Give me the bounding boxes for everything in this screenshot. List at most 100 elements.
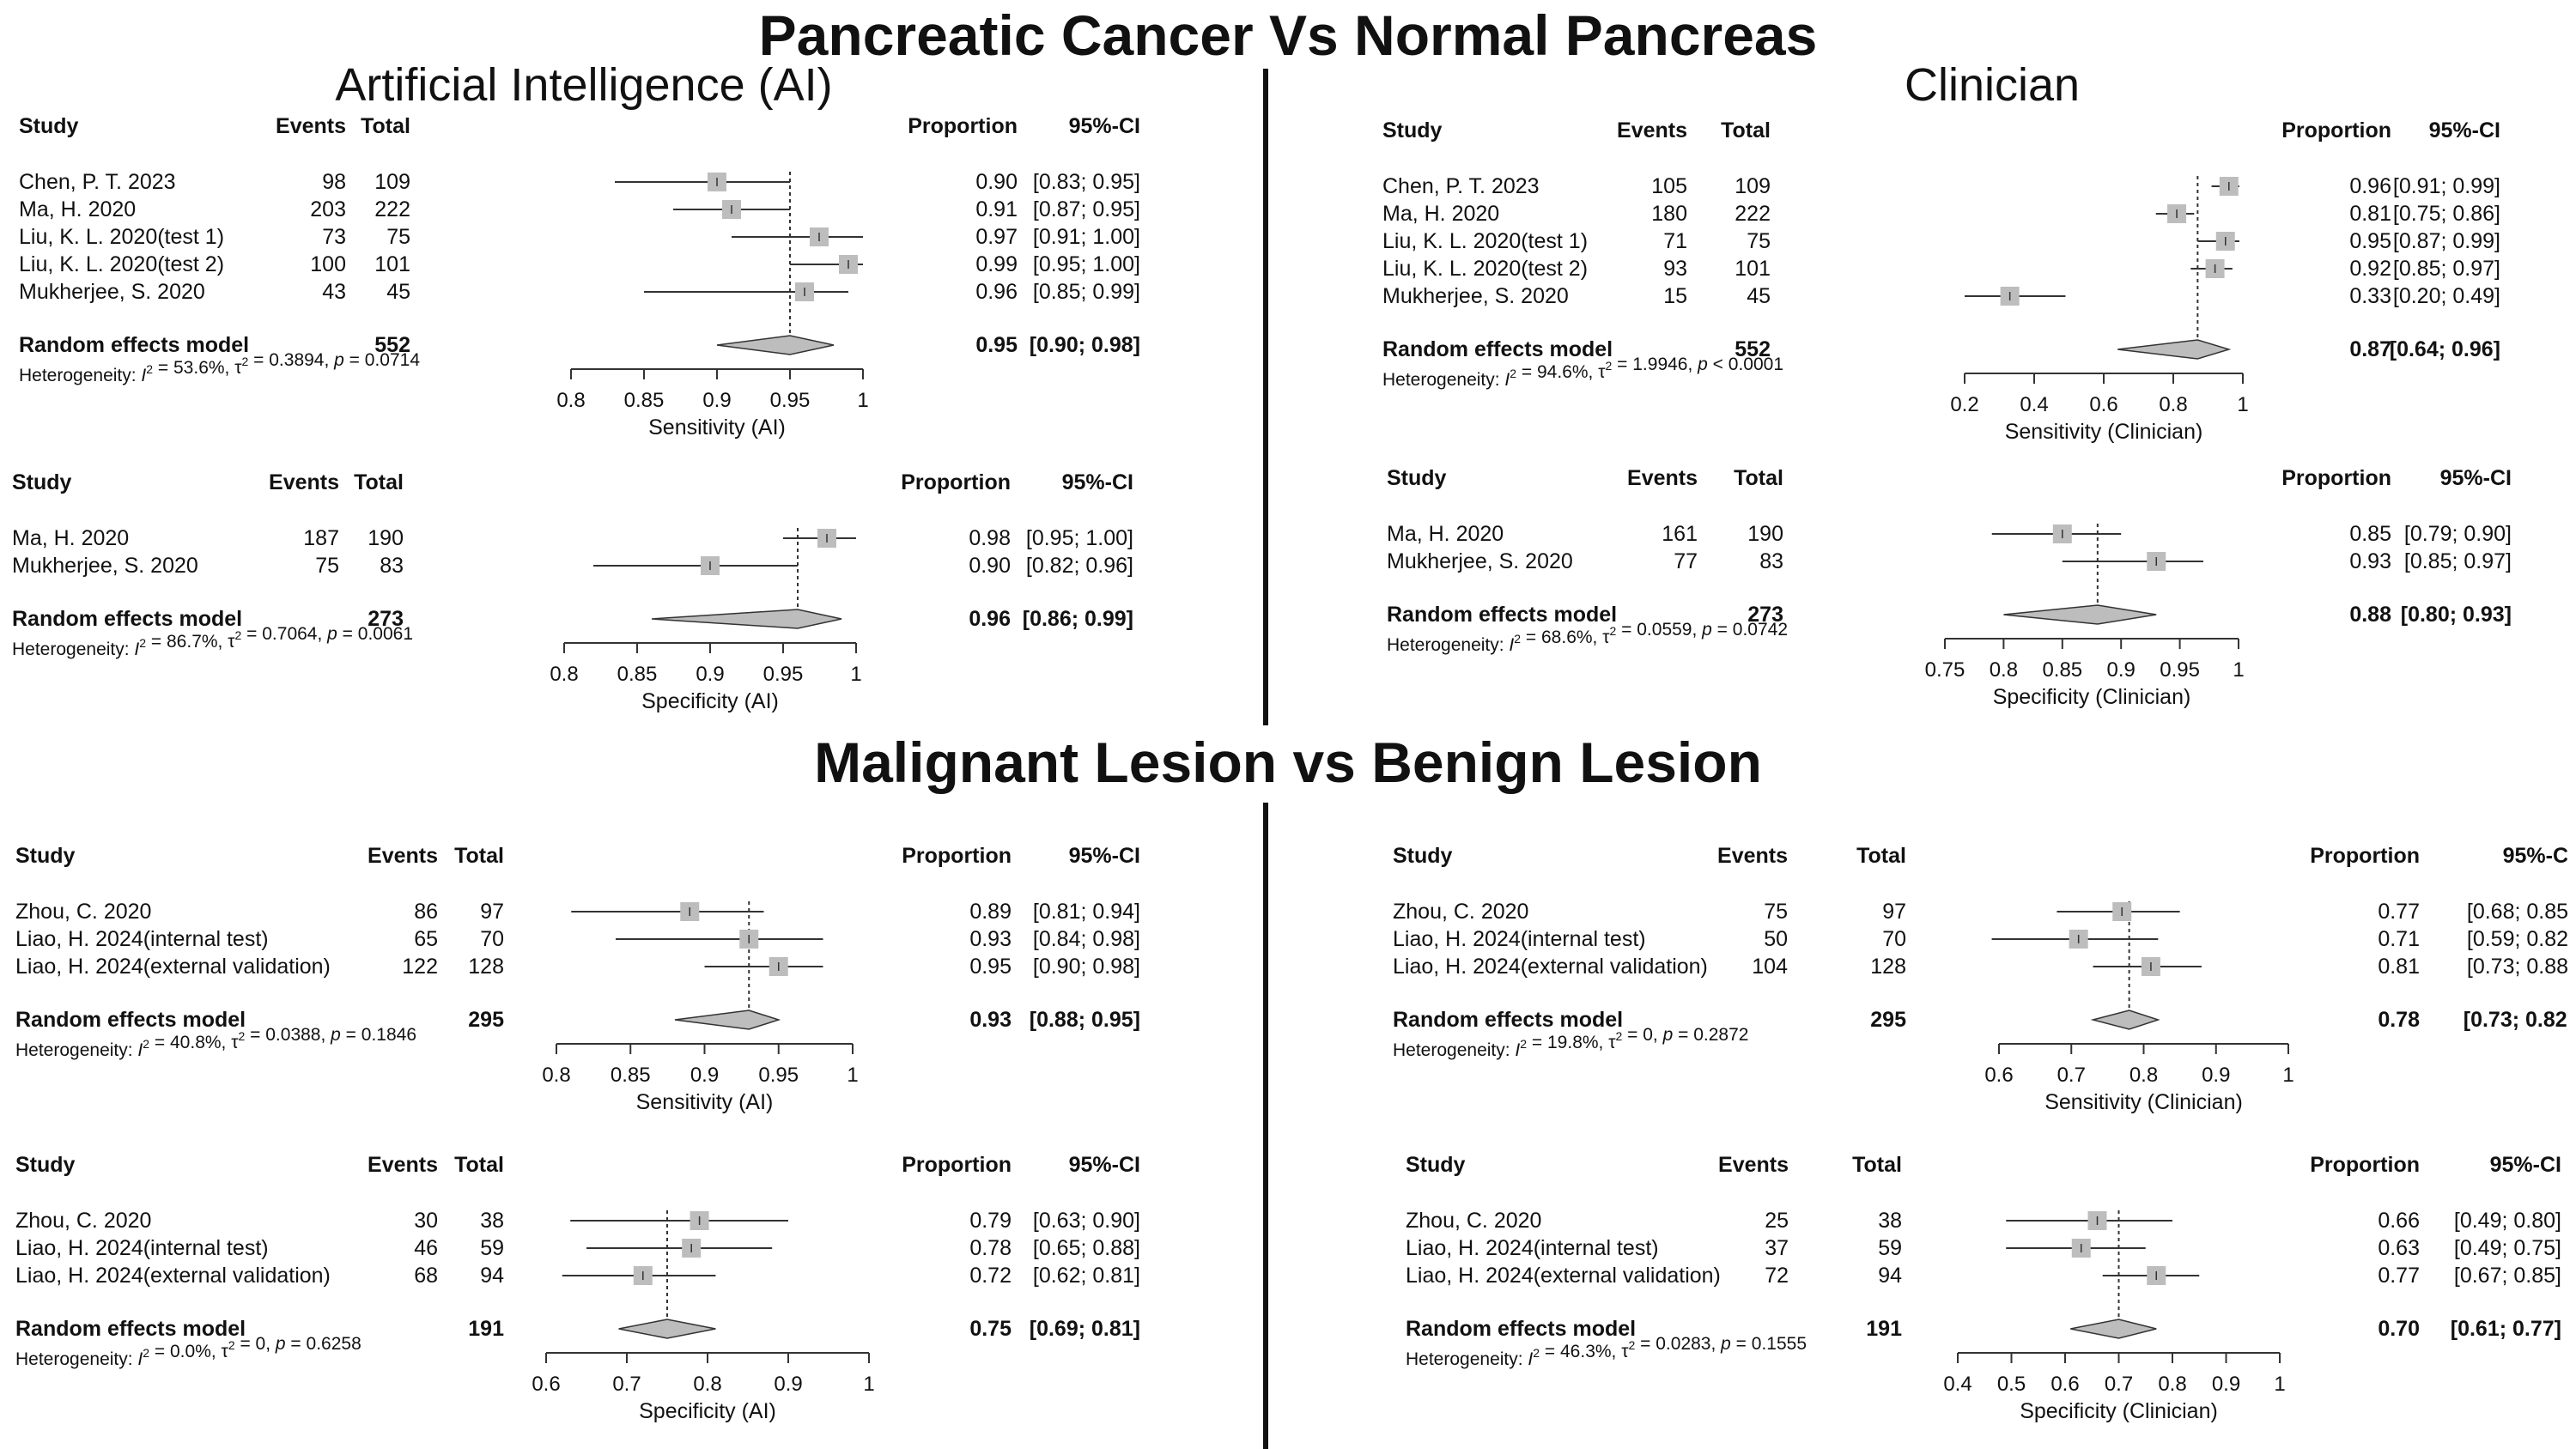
forest-plot-svg: Study Events Total Proportion 95%-CI Chen, P.… [19,114,1140,440]
x-tick-label: 0.7 [612,1373,641,1396]
study-events: 122 [402,955,438,979]
x-tick-label: 0.4 [2020,393,2048,416]
header-total: Total [1734,466,1783,490]
study-events: 30 [414,1209,438,1233]
header-events: Events [1717,844,1788,868]
study-total: 222 [1735,202,1771,226]
study-label: Zhou, C. 2020 [15,1209,151,1233]
pooled-ci: [0.64; 0.96] [2390,337,2500,361]
study-events: 161 [1662,522,1698,546]
x-tick-label: 0.8 [2159,393,2187,416]
study-total: 45 [1747,284,1771,308]
study-ci: [0.85; 0.97] [2393,257,2500,281]
heterogeneity-text: Heterogeneity: I2 = 46.3%, τ2 = 0.0283, … [1406,1334,1807,1369]
study-ci: [0.85; 0.99] [1033,280,1140,304]
study-proportion: 0.77 [2378,1264,2420,1288]
pooled-diamond [2117,339,2232,360]
x-tick-label: 1 [2274,1373,2285,1396]
x-tick-label: 0.2 [1950,393,1978,416]
study-ci: [0.68; 0.85] [2467,900,2567,924]
header-ci: 95%-CI [1069,844,1140,868]
header-ci: 95%-CI [2503,844,2567,868]
header-proportion: Proportion [908,114,1018,138]
x-tick-label: 0.4 [1943,1373,1971,1396]
study-events: 72 [1765,1264,1789,1288]
study-total: 97 [1882,900,1906,924]
study-events: 93 [1663,257,1687,281]
study-total: 70 [480,927,504,951]
pooled-proportion: 0.96 [969,607,1011,631]
study-label: Ma, H. 2020 [1387,522,1504,546]
study-label: Liu, K. L. 2020(test 1) [1382,229,1588,253]
study-total: 128 [468,955,504,979]
x-tick-label: 1 [847,1064,858,1087]
x-tick-label: 1 [2233,658,2244,682]
x-tick-label: 0.75 [1925,658,1965,682]
study-ci: [0.62; 0.81] [1033,1264,1140,1288]
study-events: 75 [315,554,339,578]
forest-panel-ml-cl-sens: Study Events Total Proportion 95%-CI Zhou, C.… [1382,837,2567,1130]
study-proportion: 0.96 [2349,174,2391,198]
heterogeneity-text: Heterogeneity: I2 = 19.8%, τ2 = 0, p = 0… [1393,1025,1748,1060]
study-label: Mukherjee, S. 2020 [19,280,205,304]
forest-plot-svg: Study Events Total Proportion 95%-CI Zhou, C.… [1393,844,2567,1114]
x-tick-label: 0.8 [2129,1064,2158,1087]
pooled-diamond [716,335,835,355]
study-label: Liao, H. 2024(internal test) [1406,1236,1659,1260]
study-events: 65 [414,927,438,951]
x-tick-label: 1 [863,1373,874,1396]
x-tick-label: 0.6 [2050,1373,2079,1396]
study-ci: [0.95; 1.00] [1033,252,1140,276]
pooled-proportion: 0.87 [2349,337,2391,361]
study-label: Liao, H. 2024(external validation) [1393,955,1708,979]
study-total: 70 [1882,927,1906,951]
study-proportion: 0.93 [969,927,1012,951]
study-label: Liao, H. 2024(internal test) [1393,927,1646,951]
study-proportion: 0.91 [975,197,1018,221]
study-events: 15 [1663,284,1687,308]
x-tick-label: 1 [2282,1064,2293,1087]
pooled-total: 273 [1747,603,1783,627]
study-label: Mukherjee, S. 2020 [1387,549,1573,573]
study-ci: [0.87; 0.95] [1033,197,1140,221]
study-ci: [0.81; 0.94] [1033,900,1140,924]
pooled-ci: [0.88; 0.95] [1030,1008,1140,1032]
pooled-total: 552 [1735,337,1771,361]
pooled-ci: [0.73; 0.82] [2464,1008,2567,1032]
study-proportion: 0.85 [2349,522,2391,546]
study-proportion: 0.89 [969,900,1012,924]
pooled-diamond [2090,1009,2160,1030]
forest-panel-pc-ai-sens: Study Events Total Proportion 95%-CI Chen, P.… [0,107,1202,455]
study-ci: [0.49; 0.75] [2454,1236,2561,1260]
header-events: Events [276,114,346,138]
study-events: 50 [1764,927,1788,951]
study-label: Liao, H. 2024(internal test) [15,927,269,951]
study-ci: [0.63; 0.90] [1033,1209,1140,1233]
x-tick-label: 0.7 [2057,1064,2086,1087]
study-proportion: 0.66 [2378,1209,2420,1233]
study-proportion: 0.98 [969,526,1011,550]
study-label: Liao, H. 2024(external validation) [15,955,331,979]
study-total: 222 [374,197,410,221]
study-label: Liu, K. L. 2020(test 1) [19,225,224,249]
pooled-proportion: 0.93 [969,1008,1012,1032]
heterogeneity-text: Heterogeneity: I2 = 86.7%, τ2 = 0.7064, … [12,624,413,659]
x-tick-label: 0.6 [1984,1064,2013,1087]
header-events: Events [368,1153,438,1177]
pooled-total: 552 [374,333,410,357]
pooled-ci: [0.80; 0.93] [2401,603,2512,627]
study-label: Mukherjee, S. 2020 [12,554,198,578]
study-total: 83 [1759,549,1783,573]
pooled-diamond [674,1009,781,1030]
study-label: Ma, H. 2020 [12,526,129,550]
header-proportion: Proportion [2310,1153,2420,1177]
section-title-pancreatic: Pancreatic Cancer Vs Normal Pancreas [758,3,1818,67]
header-study: Study [1387,466,1447,490]
x-tick-label: 0.95 [758,1064,799,1087]
header-study: Study [1406,1153,1466,1177]
study-total: 83 [380,554,404,578]
study-label: Liao, H. 2024(internal test) [15,1236,269,1260]
x-tick-label: 0.8 [1990,658,2018,682]
x-axis-label: Specificity (Clinician) [2020,1399,2218,1423]
header-study: Study [15,1153,76,1177]
